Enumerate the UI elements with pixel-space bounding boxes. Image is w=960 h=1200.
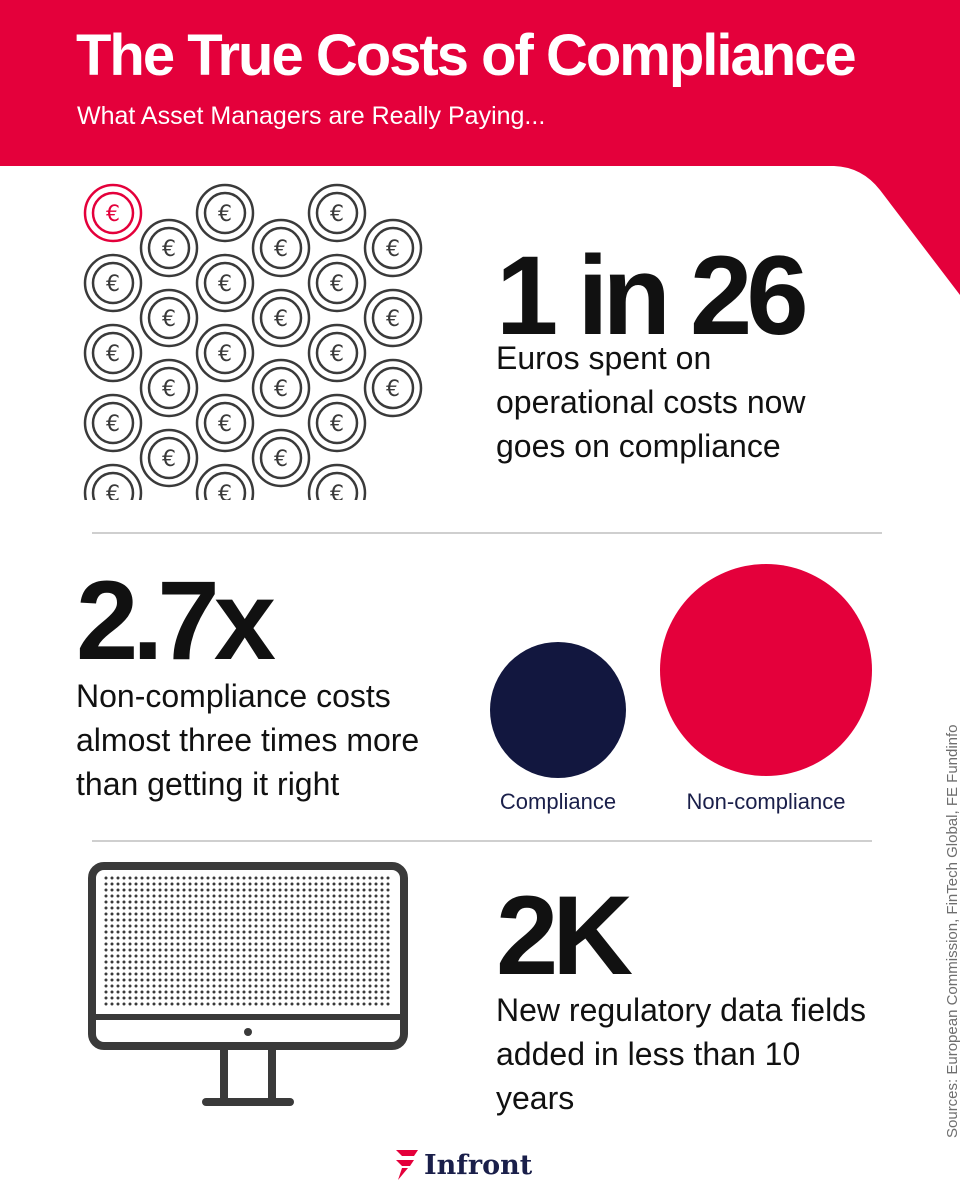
euro-coin: € (307, 183, 367, 243)
divider (92, 840, 872, 842)
svg-text:€: € (106, 272, 120, 297)
svg-text:€: € (274, 307, 288, 332)
svg-text:€: € (330, 272, 344, 297)
svg-text:€: € (162, 307, 176, 332)
euro-coin: € (195, 323, 255, 383)
euro-coin: € (83, 463, 143, 500)
svg-text:€: € (274, 377, 288, 402)
euro-coin: € (83, 253, 143, 313)
euro-coins-icon: € € € € € € € € € € € € € € € € € € € € € € € € € € (83, 183, 423, 500)
euro-coin: € (195, 183, 255, 243)
euro-coin: € (83, 323, 143, 383)
euro-coin: € (195, 463, 255, 500)
euro-coin: € (251, 218, 311, 278)
sources-note: Sources: European Commission, FinTech Gl… (944, 724, 960, 1138)
non-compliance-label: Non-compliance (686, 789, 846, 814)
euro-coin: € (307, 323, 367, 383)
stat-1-value: 1 in 26 (496, 233, 809, 358)
euro-coin: € (139, 218, 199, 278)
infront-logo-icon (396, 1150, 418, 1180)
svg-text:€: € (274, 447, 288, 472)
svg-text:€: € (386, 377, 400, 402)
header: The True Costs of Compliance What Asset … (0, 0, 960, 300)
euro-coin: € (307, 393, 367, 453)
non-compliance-circle (660, 564, 872, 776)
svg-text:€: € (106, 482, 120, 500)
header-background (0, 0, 960, 295)
svg-text:€: € (162, 237, 176, 262)
euro-coin: € (195, 393, 255, 453)
svg-text:€: € (330, 412, 344, 437)
svg-text:€: € (330, 342, 344, 367)
euro-coin: € (139, 288, 199, 348)
infront-logo: Infront (394, 1145, 532, 1185)
highlighted-euro-coin: € (83, 183, 143, 243)
svg-text:€: € (218, 272, 232, 297)
compliance-circle (490, 642, 626, 778)
euro-coin: € (251, 288, 311, 348)
page-subtitle: What Asset Managers are Really Paying... (77, 102, 546, 130)
euro-coin: € (139, 358, 199, 418)
page-title: The True Costs of Compliance (76, 23, 857, 88)
svg-text:€: € (218, 342, 232, 367)
euro-coin: € (307, 253, 367, 313)
svg-text:€: € (218, 412, 232, 437)
euro-coin: € (83, 393, 143, 453)
euro-coin: € (363, 288, 423, 348)
monitor-icon (88, 862, 408, 1106)
svg-text:€: € (106, 412, 120, 437)
stat-1-description: Euros spent on operational costs now goe… (496, 340, 806, 464)
svg-text:€: € (218, 482, 232, 500)
euro-coin: € (363, 218, 423, 278)
svg-text:€: € (162, 377, 176, 402)
logo-text: Infront (424, 1149, 533, 1181)
svg-text:€: € (386, 237, 400, 262)
svg-text:€: € (106, 202, 120, 227)
svg-text:€: € (274, 237, 288, 262)
stat-2-description: Non-compliance costs almost three times … (76, 678, 420, 802)
svg-text:€: € (106, 342, 120, 367)
stat-3-description: New regulatory data fields added in less… (496, 992, 866, 1116)
euro-coin: € (363, 358, 423, 418)
euro-coin: € (251, 358, 311, 418)
svg-text:€: € (218, 202, 232, 227)
euro-coin: € (307, 463, 367, 500)
compliance-label: Compliance (499, 789, 617, 814)
euro-coin: € (139, 428, 199, 488)
divider (92, 532, 882, 534)
euro-coin: € (251, 428, 311, 488)
svg-text:€: € (330, 482, 344, 500)
stat-2-value: 2.7x (76, 558, 276, 683)
svg-text:€: € (162, 447, 176, 472)
svg-text:€: € (330, 202, 344, 227)
svg-text:€: € (386, 307, 400, 332)
euro-coin: € (195, 253, 255, 313)
stat-3-value: 2K (496, 873, 633, 998)
